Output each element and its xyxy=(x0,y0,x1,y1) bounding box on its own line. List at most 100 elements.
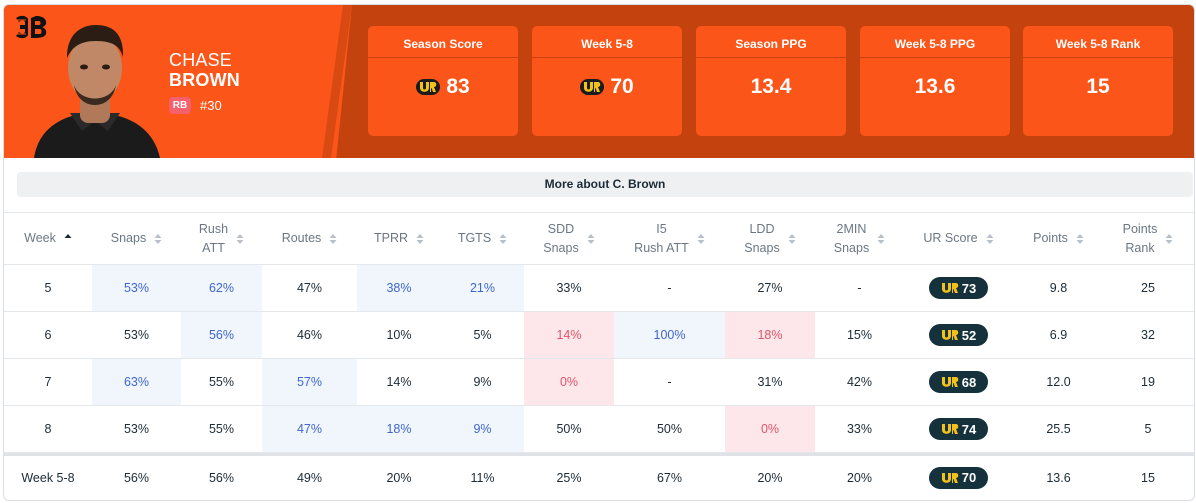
table-cell: 42% xyxy=(846,375,873,389)
table-row[interactable]: 8 53% 55% 47% 18% 9% 50% 50% 0% 33% 74 25.5 5 xyxy=(4,406,1194,453)
position-badge: RB xyxy=(169,97,191,114)
table-cell: 10% xyxy=(386,328,412,342)
ur-score-value: 68 xyxy=(961,374,977,390)
column-header-label: I5 Rush ATT xyxy=(634,220,689,258)
sort-icon[interactable] xyxy=(236,233,244,245)
table-total-row[interactable]: Week 5-8 56% 56% 49% 20% 11% 25% 67% 20% 20% 70 13.… xyxy=(4,453,1194,499)
table-row[interactable]: 6 53% 56% 46% 10% 5% 14% 100% 18% 15% 52 6.9 32 xyxy=(4,312,1194,359)
summary-card-season-ppg: Season PPG 13.4 xyxy=(696,26,846,136)
table-cell: - xyxy=(857,281,862,295)
sort-ascending-icon[interactable] xyxy=(64,233,72,245)
jersey-number: #30 xyxy=(200,98,222,113)
table-cell: 62% xyxy=(181,265,262,311)
column-header-label: Snaps xyxy=(111,229,146,248)
column-header-label: LDD Snaps xyxy=(744,220,779,258)
table-cell: Week 5-8 xyxy=(21,470,75,485)
table-cell: 6.9 xyxy=(1049,328,1068,342)
sort-icon[interactable] xyxy=(1165,233,1173,245)
summary-label: Season Score xyxy=(403,37,483,51)
sort-icon[interactable] xyxy=(986,233,994,245)
ur-score-value: 70 xyxy=(961,470,977,485)
ur-logo-icon xyxy=(941,472,959,483)
column-header-sdd-snaps[interactable]: SDD Snaps xyxy=(524,213,614,264)
summary-value-wrap: 13.6 xyxy=(860,75,1010,99)
column-header-line: LDD xyxy=(749,221,775,236)
table-cell: 20% xyxy=(846,470,873,485)
summary-label: Week 5-8 PPG xyxy=(894,37,976,51)
more-about-button[interactable]: More about C. Brown xyxy=(17,172,1193,197)
sort-icon[interactable] xyxy=(877,233,885,245)
player-first-name: CHASE xyxy=(169,50,233,70)
column-header-label: 2MIN Snaps xyxy=(834,220,869,258)
table-cell: 14% xyxy=(524,312,614,358)
summary-divider xyxy=(368,57,518,58)
column-header-points-rank[interactable]: Points Rank xyxy=(1104,213,1192,264)
table-cell: 5 xyxy=(44,281,52,295)
column-header-line: Points xyxy=(1033,231,1068,245)
column-header-tprr[interactable]: TPRR xyxy=(357,213,441,264)
sort-icon[interactable] xyxy=(587,233,595,245)
column-header-rush-att[interactable]: Rush ATT xyxy=(181,213,262,264)
table-cell: 63% xyxy=(92,359,181,405)
table-cell: 53% xyxy=(123,422,150,436)
sort-icon[interactable] xyxy=(788,233,796,245)
table-row[interactable]: 5 53% 62% 47% 38% 21% 33% - 27% - 73 9.8 25 xyxy=(4,265,1194,312)
column-header-label: Points Rank xyxy=(1123,220,1158,258)
ur-score-badge: 73 xyxy=(929,277,988,299)
ur-score-value: 74 xyxy=(961,421,977,437)
sort-icon[interactable] xyxy=(1076,233,1084,245)
column-header-line: ATT xyxy=(202,240,225,255)
column-header-label: UR Score xyxy=(923,229,977,248)
summary-card-week-5-8-rank: Week 5-8 Rank 15 xyxy=(1023,26,1173,136)
summary-value-wrap: 70 xyxy=(532,75,682,99)
ur-score-badge: 68 xyxy=(929,371,988,393)
sort-icon[interactable] xyxy=(416,233,424,245)
table-cell: 74 xyxy=(904,406,1013,452)
column-header-label: Week xyxy=(24,229,56,248)
column-header-routes[interactable]: Routes xyxy=(262,213,357,264)
player-header: CHASE BROWN RB #30 Season Score 83 Week 5-… xyxy=(4,5,1194,158)
column-header-ur-score[interactable]: UR Score xyxy=(904,213,1013,264)
table-cell: 21% xyxy=(441,265,524,311)
player-headshot xyxy=(24,13,166,158)
table-cell: 38% xyxy=(357,265,441,311)
table-cell: - xyxy=(667,281,672,295)
sort-icon[interactable] xyxy=(499,233,507,245)
table-cell: 20% xyxy=(386,470,412,485)
sort-icon[interactable] xyxy=(154,233,162,245)
column-header-line: Week xyxy=(24,231,56,245)
ur-logo-icon xyxy=(941,377,959,387)
summary-divider xyxy=(860,57,1010,58)
player-card: CHASE BROWN RB #30 Season Score 83 Week 5-… xyxy=(3,4,1195,501)
table-row[interactable]: 7 63% 55% 57% 14% 9% 0% - 31% 42% 68 12.0 19 xyxy=(4,359,1194,406)
ur-score-badge: 74 xyxy=(929,418,988,440)
column-header-line: Rush xyxy=(198,221,229,236)
column-header-tgts[interactable]: TGTS xyxy=(441,213,524,264)
table-cell: 9.8 xyxy=(1049,281,1068,295)
table-cell: 70 xyxy=(904,456,1013,499)
ur-score-value: 73 xyxy=(961,280,977,296)
column-header-2min-snaps[interactable]: 2MIN Snaps xyxy=(815,213,904,264)
ur-logo-icon xyxy=(941,330,959,340)
column-header-line: Snaps xyxy=(543,240,579,255)
column-header-label: Rush ATT xyxy=(199,220,228,258)
table-cell: 5 xyxy=(1144,422,1152,436)
column-header-ldd-snaps[interactable]: LDD Snaps xyxy=(725,213,815,264)
table-cell: 53% xyxy=(92,265,181,311)
table-cell: 15 xyxy=(1141,470,1155,485)
column-header-week[interactable]: Week xyxy=(4,213,92,264)
table-cell: 9% xyxy=(473,375,492,389)
table-cell: 8 xyxy=(44,422,52,436)
table-cell: 33% xyxy=(556,281,582,295)
table-cell: 52 xyxy=(904,312,1013,358)
table-cell: 47% xyxy=(262,406,357,452)
sort-icon[interactable] xyxy=(329,233,337,245)
table-cell: 57% xyxy=(262,359,357,405)
column-header-snaps[interactable]: Snaps xyxy=(92,213,181,264)
column-header-points[interactable]: Points xyxy=(1013,213,1104,264)
sort-icon[interactable] xyxy=(697,233,705,245)
table-cell: 14% xyxy=(386,375,412,389)
column-header-i5-rush-att[interactable]: I5 Rush ATT xyxy=(614,213,725,264)
table-cell: 9% xyxy=(441,406,524,452)
table-cell: - xyxy=(667,375,672,389)
